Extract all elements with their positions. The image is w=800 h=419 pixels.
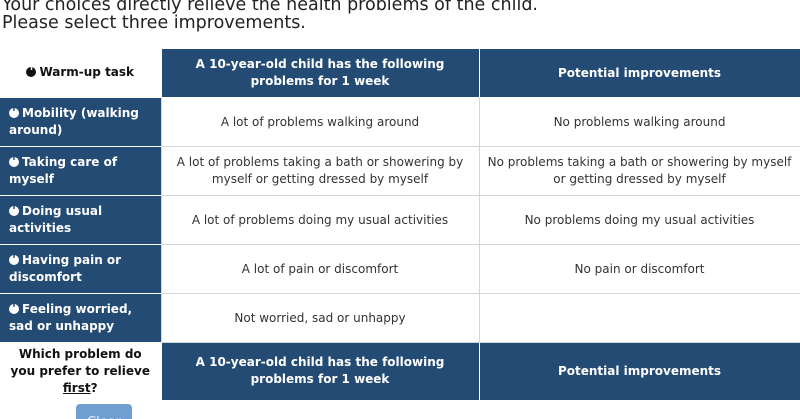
row-label-worried: Feeling worried, sad or unhappy (0, 293, 161, 343)
info-icon (26, 63, 37, 78)
row-label-usual-activities: Doing usual activities (0, 195, 161, 245)
row-label-self-care: Taking care of myself (0, 146, 161, 196)
table-row[interactable]: Doing usual activities A lot of problems… (0, 195, 800, 245)
row-label-mobility: Mobility (walking around) (0, 97, 161, 147)
improvement-option[interactable]: No problems walking around (478, 97, 800, 147)
problem-cell: A lot of pain or discomfort (160, 244, 480, 294)
improvement-option[interactable] (478, 293, 800, 343)
problem-cell: A lot of problems taking a bath or showe… (160, 146, 480, 196)
info-icon[interactable] (9, 251, 19, 265)
info-icon[interactable] (9, 300, 19, 314)
table-row[interactable]: Having pain or discomfort A lot of pain … (0, 244, 800, 294)
problem-cell: A lot of problems walking around (160, 97, 480, 147)
instruction-line-2: Please select three improvements. (2, 13, 306, 33)
info-icon[interactable] (9, 153, 19, 167)
choice-table: Warm-up task A 10-year-old child has the… (0, 48, 800, 401)
improvements-column-footer: Potential improvements (478, 342, 800, 401)
problems-column-footer: A 10-year-old child has the following pr… (160, 342, 480, 401)
instruction-line-1: Your choices directly relieve the health… (2, 0, 538, 15)
info-icon[interactable] (9, 202, 19, 216)
table-footer-row: Which problem do you prefer to relieve f… (0, 342, 800, 401)
table-row[interactable]: Taking care of myself A lot of problems … (0, 146, 800, 196)
problems-column-header: A 10-year-old child has the following pr… (160, 48, 480, 98)
improvement-option[interactable]: No pain or discomfort (478, 244, 800, 294)
info-icon[interactable] (9, 104, 19, 118)
table-row[interactable]: Feeling worried, sad or unhappy Not worr… (0, 293, 800, 343)
problem-cell: A lot of problems doing my usual activit… (160, 195, 480, 245)
instructions: Your choices directly relieve the health… (2, 0, 792, 32)
table-row[interactable]: Mobility (walking around) A lot of probl… (0, 97, 800, 147)
improvement-option[interactable]: No problems doing my usual activities (478, 195, 800, 245)
warm-up-task-label: Warm-up task (0, 48, 161, 98)
question-prompt: Which problem do you prefer to relieve f… (0, 342, 161, 400)
improvements-column-header: Potential improvements (478, 48, 800, 98)
row-label-pain: Having pain or discomfort (0, 244, 161, 294)
clear-button[interactable]: Clear (76, 404, 132, 419)
improvement-option[interactable]: No problems taking a bath or showering b… (478, 146, 800, 196)
table-header-row: Warm-up task A 10-year-old child has the… (0, 48, 800, 98)
problem-cell: Not worried, sad or unhappy (160, 293, 480, 343)
